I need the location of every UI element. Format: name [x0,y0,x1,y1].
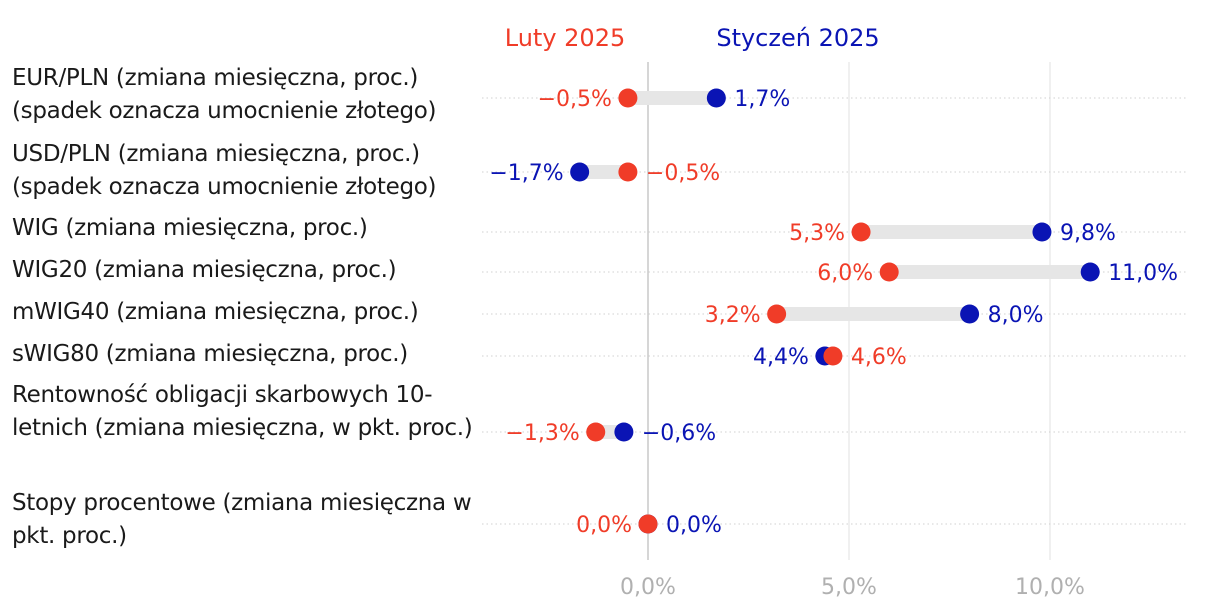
point-styczen [960,304,980,324]
data-label: −1,7% [489,161,563,186]
data-label: 11,0% [1108,261,1178,286]
data-label: 1,7% [734,87,790,112]
point-styczen [1080,262,1100,282]
point-luty [767,304,787,324]
category-label: Stopy procentowe (zmiana miesięczna w pk… [12,490,472,549]
x-tick-label: 5,0% [821,575,877,600]
data-label: 0,0% [576,513,632,538]
data-label: 4,6% [851,345,907,370]
legend-label: Luty 2025 [505,24,625,52]
data-label: −0,5% [538,87,612,112]
category-label: WIG20 (zmiana miesięczna, proc.) [12,257,397,283]
point-luty [618,162,638,182]
data-label: −0,5% [646,161,720,186]
x-tick-label: 10,0% [1015,575,1085,600]
data-label: 8,0% [988,303,1044,328]
category-label: sWIG80 (zmiana miesięczna, proc.) [12,341,408,367]
category-label: EUR/PLN (zmiana miesięczna, proc.) (spad… [12,65,437,124]
point-styczen [570,162,590,182]
point-luty [851,222,871,242]
point-styczen [1032,222,1052,242]
data-label: −1,3% [505,421,579,446]
category-label: mWIG40 (zmiana miesięczna, proc.) [12,299,419,325]
data-label: 5,3% [789,221,845,246]
x-tick-label: 0,0% [620,575,676,600]
point-styczen [706,88,726,108]
data-label: −0,6% [642,421,716,446]
point-luty [823,346,843,366]
legend-label: Styczeń 2025 [716,24,879,52]
category-label: WIG (zmiana miesięczna, proc.) [12,215,368,241]
category-label: USD/PLN (zmiana miesięczna, proc.) (spad… [12,141,437,200]
data-label: 6,0% [817,261,873,286]
point-luty [638,514,658,534]
data-label: 3,2% [705,303,761,328]
point-luty [618,88,638,108]
data-label: 9,8% [1060,221,1116,246]
data-label: 4,4% [753,345,809,370]
category-label: Rentowność obligacji skarbowych 10-letni… [12,382,473,441]
point-styczen [614,422,634,442]
data-label: 0,0% [666,513,722,538]
point-luty [586,422,606,442]
point-luty [879,262,899,282]
